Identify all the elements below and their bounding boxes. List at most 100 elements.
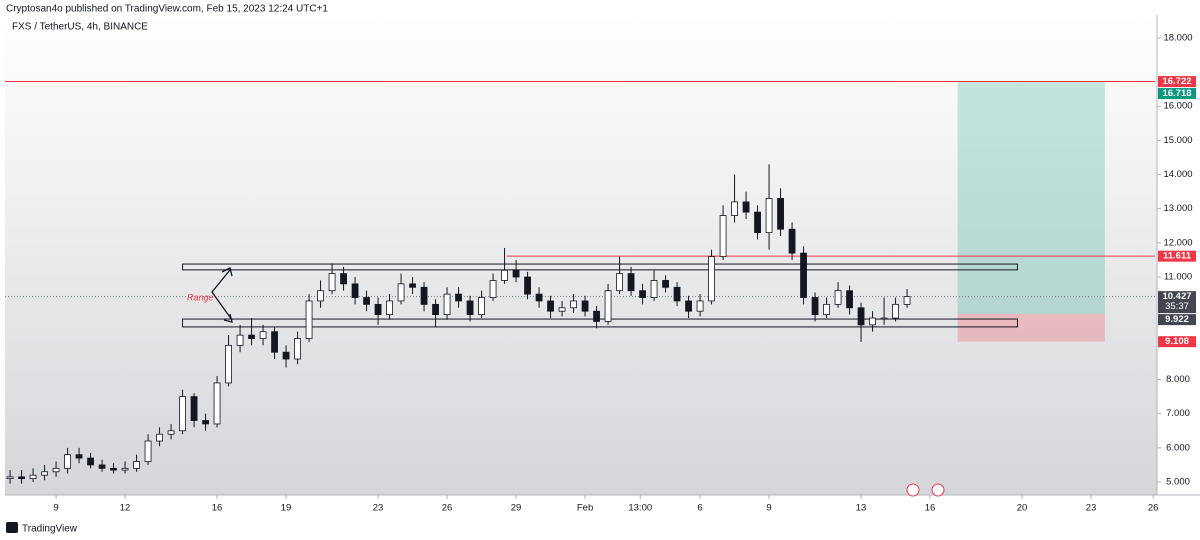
- price-label: 9.922: [1165, 314, 1189, 325]
- candle-body: [478, 297, 485, 316]
- candle-body: [328, 273, 336, 292]
- y-tick-label: 11.000: [1164, 272, 1192, 283]
- candle-body: [627, 273, 635, 292]
- candle-body: [133, 461, 140, 469]
- price-label: 11.611: [1163, 251, 1192, 262]
- candle-body: [190, 396, 198, 421]
- candle-body: [236, 334, 244, 346]
- candle-body: [834, 290, 842, 305]
- price-label-box: [1158, 76, 1196, 88]
- candle-body: [593, 310, 600, 322]
- candle-body: [857, 307, 865, 326]
- price-label-box: [1158, 314, 1196, 326]
- x-tick-label: 23: [373, 503, 384, 514]
- range-box: [182, 318, 1018, 328]
- candle-body: [374, 303, 382, 316]
- price-label-box: [1158, 250, 1196, 262]
- candle-body: [110, 467, 117, 471]
- x-tick-label: 20: [1017, 503, 1028, 514]
- event-icon[interactable]: [906, 483, 920, 497]
- chart-title: FXS / TetherUS, 4h, BINANCE: [12, 22, 148, 33]
- candle-body: [673, 286, 681, 302]
- candle-body: [179, 396, 186, 432]
- candle-body: [121, 467, 129, 471]
- y-tick-label: 15.000: [1163, 135, 1192, 146]
- price-label-box: [1158, 88, 1196, 100]
- candle-body: [616, 273, 623, 292]
- candle-body: [167, 430, 175, 435]
- candle-body: [363, 297, 370, 305]
- candle-body: [282, 351, 290, 360]
- x-tick-label: 26: [1148, 503, 1159, 514]
- candle-body: [409, 283, 416, 288]
- candle-body: [650, 280, 658, 298]
- candle-body: [800, 252, 807, 298]
- candle-body: [535, 293, 543, 302]
- position-zone: [957, 81, 1105, 314]
- candle-body: [213, 382, 221, 425]
- candle-body: [271, 331, 278, 353]
- candle-body: [811, 297, 819, 316]
- brand-logo: [6, 522, 18, 533]
- candle-body: [570, 300, 577, 309]
- candle-body: [75, 454, 83, 459]
- arrow-head: [223, 313, 233, 323]
- y-tick-label: 12.000: [1163, 237, 1192, 248]
- candle-body: [742, 201, 750, 213]
- candle-body: [719, 215, 727, 257]
- brand: TradingView: [22, 524, 78, 535]
- price-label: 9.108: [1165, 336, 1189, 347]
- y-tick-label: 14.000: [1163, 169, 1192, 180]
- price-label: 16.722: [1162, 76, 1191, 87]
- candle-body: [52, 467, 60, 473]
- price-label-box: [1158, 336, 1196, 348]
- x-tick-label: 12: [120, 503, 131, 514]
- candle-body: [248, 334, 255, 339]
- range-box: [182, 263, 1018, 271]
- candle-body: [558, 307, 566, 312]
- candle-body: [420, 286, 428, 305]
- candle-body: [87, 457, 94, 466]
- candle-body: [259, 331, 267, 339]
- x-tick-label: Feb: [577, 503, 593, 514]
- x-tick-label: 26: [442, 503, 453, 514]
- price-label: 10.427: [1162, 291, 1191, 302]
- publisher: Cryptosan4o published on TradingView.com…: [6, 4, 328, 15]
- candle-body: [777, 198, 784, 230]
- candle-body: [731, 201, 738, 216]
- candle-body: [639, 290, 646, 298]
- candle-body: [754, 211, 761, 234]
- candle-body: [294, 338, 301, 360]
- y-tick-label: 13.000: [1163, 203, 1192, 214]
- candle-body: [696, 300, 704, 312]
- candle-body: [202, 420, 209, 425]
- x-tick-label: 9: [53, 503, 58, 514]
- x-tick-label: 19: [281, 503, 292, 514]
- candle-body: [765, 198, 773, 234]
- candle-body: [892, 303, 899, 319]
- candle-body: [581, 300, 589, 312]
- event-icon[interactable]: [931, 483, 945, 497]
- candle-body: [156, 433, 163, 442]
- x-tick-label: 13:00: [628, 503, 652, 514]
- x-tick-label: 13: [856, 503, 867, 514]
- candle-body: [512, 269, 520, 278]
- candle-body: [386, 300, 393, 316]
- candle-body: [662, 280, 669, 288]
- annotation: Range: [187, 292, 214, 302]
- candle-body: [547, 300, 554, 312]
- candle-body: [6, 476, 14, 480]
- candle-body: [351, 283, 359, 298]
- x-tick-label: 16: [212, 503, 223, 514]
- candle-body: [340, 273, 347, 285]
- candle-body: [489, 280, 497, 298]
- candle-body: [225, 344, 232, 384]
- candle-body: [455, 293, 462, 302]
- candle-body: [604, 290, 612, 322]
- candle-body: [846, 290, 853, 309]
- price-label-box: [1158, 291, 1196, 314]
- candle-body: [18, 476, 25, 480]
- y-tick-label: 5.000: [1166, 477, 1190, 488]
- x-tick-label: 16: [925, 503, 936, 514]
